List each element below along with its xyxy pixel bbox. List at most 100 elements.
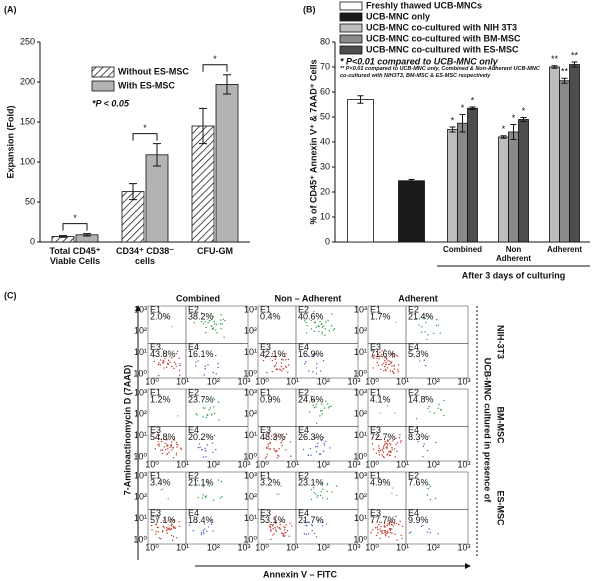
flow-plot-frame (367, 388, 469, 462)
event-dot (372, 367, 375, 369)
event-dot (422, 316, 425, 319)
x-tick-label: CFU-GM (197, 246, 233, 256)
event-dot (378, 447, 380, 449)
event-dot (167, 498, 169, 500)
flow-x-tick: 10² (207, 542, 220, 552)
event-dot (395, 443, 397, 446)
significance-bracket (62, 223, 88, 231)
flow-y-tick: 10² (134, 326, 147, 336)
event-dot (172, 535, 175, 538)
event-dot (390, 451, 392, 454)
event-dot (383, 529, 385, 532)
event-dot (307, 454, 309, 456)
event-dot (283, 529, 286, 531)
legend-label: UCB-MNC co-cultured with BM-MSC (366, 33, 521, 43)
event-dot (384, 535, 387, 537)
event-dot (400, 440, 402, 442)
event-dot (205, 495, 207, 497)
event-dot (422, 445, 425, 448)
event-dot (377, 532, 379, 534)
event-dot (200, 532, 203, 534)
gate-label: E2 (298, 304, 309, 314)
event-dot (266, 446, 268, 449)
event-dot (310, 328, 312, 330)
event-dot (205, 449, 207, 452)
flow-x-tick: 10³ (457, 542, 470, 552)
event-dot (220, 319, 222, 321)
event-dot (155, 530, 157, 533)
event-dot (321, 410, 323, 412)
event-dot (172, 457, 175, 459)
event-dot (197, 496, 199, 499)
event-dot (206, 414, 209, 417)
event-dot (325, 400, 327, 402)
event-dot (177, 444, 179, 446)
event-dot (379, 355, 381, 357)
event-dot (388, 536, 390, 538)
event-dot (335, 485, 338, 487)
event-dot (173, 367, 175, 370)
event-dot (158, 537, 161, 539)
event-dot (157, 374, 160, 377)
event-dot (213, 434, 216, 437)
event-dot (377, 353, 380, 355)
significance-bracket (202, 64, 228, 72)
event-dot (175, 365, 177, 368)
event-dot (188, 524, 191, 526)
event-dot (384, 440, 386, 443)
flow-y-tick: 10³ (354, 387, 367, 397)
event-dot (220, 327, 222, 330)
event-dot (387, 367, 389, 369)
flow-x-tick: 10¹ (286, 459, 299, 469)
event-dot (271, 355, 274, 357)
event-dot (262, 359, 265, 362)
event-dot (208, 409, 210, 411)
flow-y-tick: 10³ (354, 470, 367, 480)
event-dot (387, 453, 389, 455)
event-dot (273, 518, 275, 520)
event-dot (211, 442, 214, 444)
event-dot (321, 497, 324, 499)
event-dot (386, 446, 388, 448)
error-bar (223, 74, 231, 95)
event-dot (280, 441, 282, 444)
event-dot (324, 328, 327, 330)
legend-swatch (339, 1, 363, 11)
event-dot (308, 370, 310, 372)
gate-label: E2 (188, 470, 199, 480)
event-dot (152, 349, 154, 352)
event-dot (220, 480, 223, 483)
event-dot (422, 456, 424, 458)
event-dot (425, 314, 428, 316)
event-dot (305, 321, 307, 324)
event-dot (400, 534, 402, 537)
event-dot (393, 356, 396, 358)
event-dot (429, 411, 431, 413)
legend-label: UCB-MNC co-cultured with NIH 3T3 (366, 22, 517, 32)
x-group-label: After 3 days of culturing (462, 270, 566, 280)
event-dot (202, 531, 205, 533)
significance-star: * (73, 213, 77, 223)
event-dot (384, 368, 387, 371)
flow-y-tick: 10² (354, 409, 367, 419)
event-dot (180, 448, 183, 451)
flow-y-tick: 10¹ (134, 513, 147, 523)
event-dot (324, 407, 326, 409)
event-dot (370, 531, 372, 534)
event-dot (392, 440, 394, 442)
event-dot (374, 527, 377, 529)
event-dot (381, 364, 383, 366)
flow-y-tick: 10² (244, 326, 257, 336)
event-dot (387, 439, 389, 442)
event-dot (161, 452, 164, 455)
event-dot (388, 524, 391, 526)
event-dot (211, 318, 213, 320)
event-dot (303, 520, 305, 522)
event-dot (319, 453, 322, 455)
event-dot (155, 518, 158, 520)
event-dot (196, 414, 199, 416)
event-dot (420, 331, 423, 333)
event-dot (270, 523, 272, 526)
event-dot (170, 441, 173, 443)
event-dot (393, 522, 396, 525)
